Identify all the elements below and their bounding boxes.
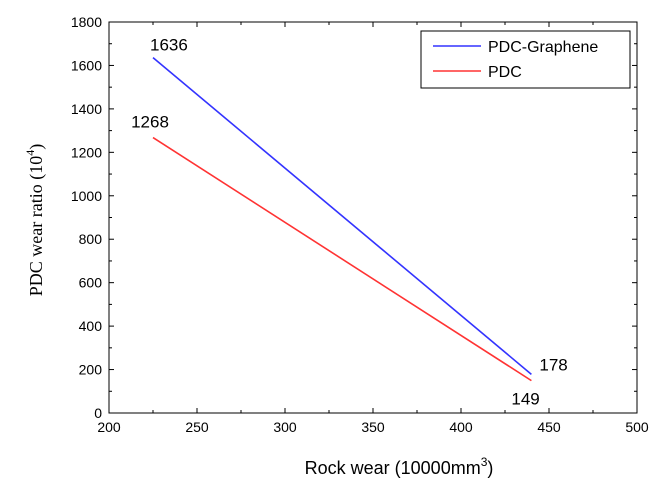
data-label: 1268 — [131, 113, 169, 132]
y-tick-label: 1800 — [71, 14, 102, 30]
x-tick-label: 350 — [361, 419, 385, 435]
legend: PDC-Graphene PDC — [420, 30, 631, 89]
x-axis-label-close: ) — [487, 458, 493, 478]
x-tick-label: 300 — [273, 419, 297, 435]
y-tick-label: 200 — [79, 362, 103, 378]
y-axis-label-sup: 4 — [23, 150, 37, 156]
x-axis-label: Rock wear (10000mm3) — [305, 455, 494, 478]
y-tick-label: 1400 — [71, 101, 102, 117]
y-tick-label: 400 — [79, 318, 103, 334]
series-line-pdc-graphene — [152, 57, 532, 375]
series-lines — [152, 57, 532, 382]
series-line-pdc — [152, 136, 532, 382]
y-axis-label-close: ) — [26, 144, 47, 150]
y-tick-label: 0 — [94, 405, 102, 421]
x-tick-label: 200 — [97, 419, 121, 435]
y-tick-label: 1200 — [71, 144, 102, 160]
y-axis-label: PDC wear ratio (104) — [23, 144, 47, 296]
data-label: 178 — [539, 355, 567, 374]
x-axis-label-main: Rock wear (10000mm — [305, 458, 481, 478]
legend-label: PDC — [488, 64, 522, 81]
y-axis-label-main: PDC wear ratio (10 — [26, 156, 47, 296]
data-label: 149 — [511, 390, 539, 409]
data-labels: 1636 178 1268 149 — [131, 36, 568, 409]
legend-box — [420, 30, 631, 89]
x-axis-label-sup: 3 — [481, 455, 488, 469]
data-label: 1636 — [150, 36, 188, 55]
y-tick-label: 800 — [79, 231, 103, 247]
x-tick-label: 250 — [185, 419, 209, 435]
y-axis-ticks: 0 200 400 600 800 1000 1200 1400 1600 1800 — [71, 14, 637, 421]
x-axis-ticks: 200 250 300 350 400 450 500 — [97, 22, 649, 435]
legend-label: PDC-Graphene — [488, 39, 598, 56]
y-tick-label: 1000 — [71, 188, 102, 204]
x-tick-label: 500 — [625, 419, 649, 435]
y-tick-label: 600 — [79, 275, 103, 291]
x-tick-label: 450 — [537, 419, 561, 435]
x-tick-label: 400 — [449, 419, 473, 435]
y-tick-label: 1600 — [71, 57, 102, 73]
